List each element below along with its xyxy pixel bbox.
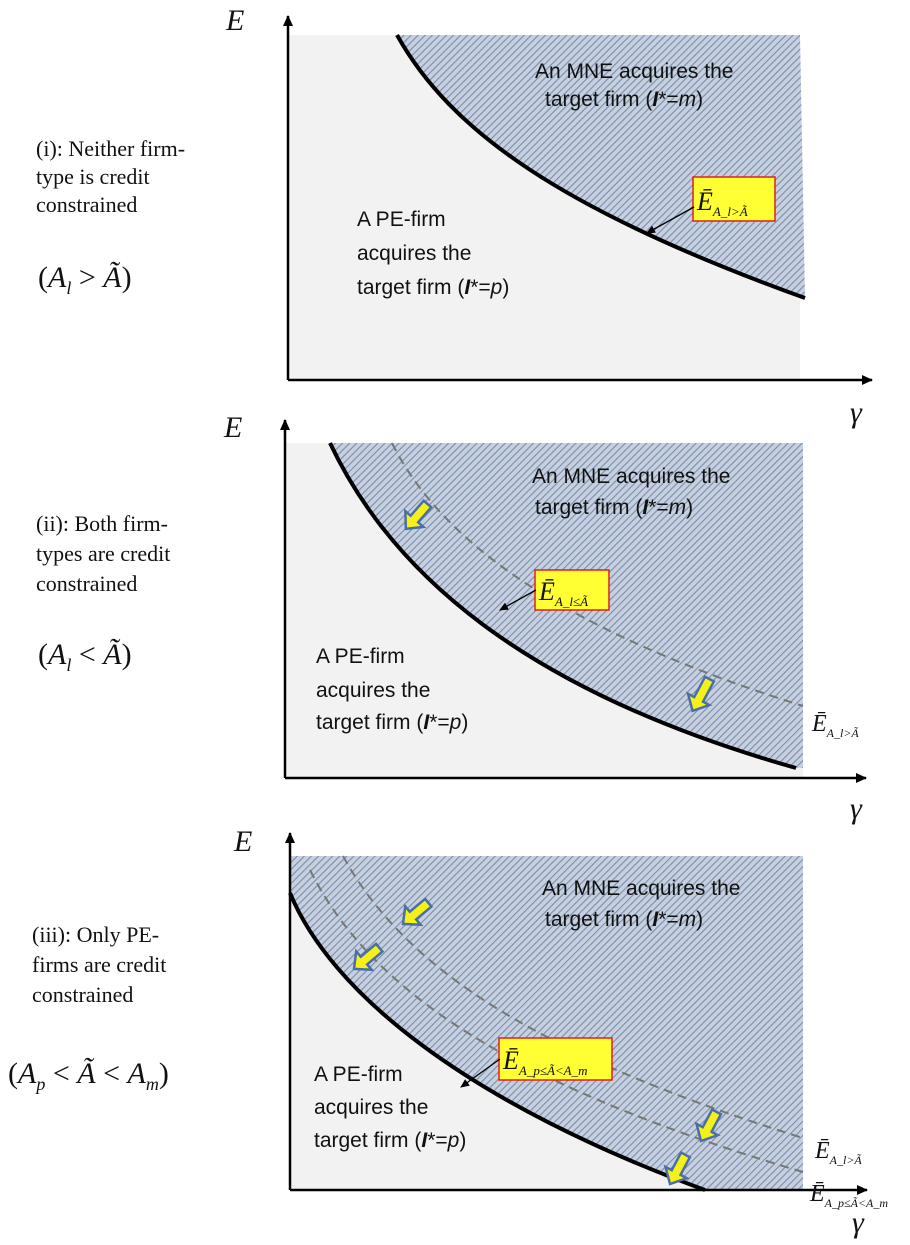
shift-arrow-3 <box>694 1107 723 1143</box>
pe-region-label-line3: target firm (I*=p) <box>316 711 468 734</box>
condition-formula: (Al < Ã) <box>38 638 132 675</box>
svg-text:ĒA_l>Ã: ĒA_l>Ã <box>696 187 748 219</box>
shift-arrow-1 <box>401 897 434 927</box>
pe-region-label-line2: acquires the <box>314 1096 428 1119</box>
shift-arrow-1 <box>403 498 434 531</box>
threshold-label-box: ĒA_p≤Ã<A_m <box>498 1037 613 1081</box>
mne-region-label-line2: target firm (I*=m) <box>545 908 703 931</box>
dashed-curve-label: ĒA_l>Ã <box>811 711 859 740</box>
case-description-line2: types are credit <box>36 541 170 566</box>
mne-region-label-line1: An MNE acquires the <box>542 877 740 900</box>
svg-text:ĒA_p≤Ã<A_m: ĒA_p≤Ã<A_m <box>502 1046 588 1078</box>
pe-region-label-line3: target firm (I*=p) <box>314 1129 466 1152</box>
mne-region-label-line2: target firm (I*=m) <box>535 496 693 519</box>
mne-region-label-line1: An MNE acquires the <box>535 60 733 83</box>
case-description-line1: (ii): Both firm- <box>36 511 168 536</box>
label-pointer-arrow <box>460 1058 501 1088</box>
label-pointer-arrow <box>499 589 537 611</box>
panel-1: E γ (i): Neither firm- type is credit co… <box>36 4 873 429</box>
original-threshold-curve-dashed <box>342 855 804 1139</box>
condition-formula: (Ap < Ã < Am) <box>8 1057 169 1094</box>
svg-text:(Al > Ã): (Al > Ã) <box>38 261 132 298</box>
pe-region-label-line2: acquires the <box>357 242 471 265</box>
intermediate-threshold-curve-dashed <box>309 869 804 1173</box>
dashed-curve-label-2: ĒA_p≤Ã<A_m <box>809 1181 888 1210</box>
y-axis-label: E <box>233 825 252 858</box>
threshold-curve <box>395 34 806 300</box>
pe-region-label-line3: target firm (I*=p) <box>357 276 509 299</box>
svg-text:(Al < Ã): (Al < Ã) <box>38 638 132 675</box>
panel-2: E γ (ii): Both firm- types are credit co… <box>36 411 867 825</box>
shift-arrow-2 <box>352 942 385 972</box>
case-description-line3: constrained <box>36 571 137 596</box>
mne-region-label-line2: target firm (I*=m) <box>545 88 703 111</box>
svg-text:ĒA_l≤Ã: ĒA_l≤Ã <box>538 577 588 609</box>
y-axis-label: E <box>225 4 244 37</box>
label-pointer-arrow <box>646 206 695 234</box>
threshold-label-box: ĒA_l≤Ã <box>534 569 610 611</box>
pe-region-label-line1: A PE-firm <box>357 208 446 231</box>
dashed-curve-label-1: ĒA_l>Ã <box>814 1138 862 1167</box>
pe-region-label-line2: acquires the <box>316 679 430 702</box>
panel-3: E γ (iii): Only PE- firms are credit con… <box>8 825 888 1239</box>
condition-formula: (Al > Ã) <box>38 261 132 298</box>
case-description-line1: (i): Neither firm- <box>36 136 185 161</box>
case-description-line2: firms are credit <box>32 952 166 977</box>
x-axis-label: γ <box>852 1206 865 1239</box>
mne-region-label-line1: An MNE acquires the <box>532 465 730 488</box>
mne-region-area <box>290 856 803 1190</box>
case-description-line3: constrained <box>36 192 137 217</box>
shift-arrow-4 <box>663 1150 692 1186</box>
x-axis-label: γ <box>850 792 863 825</box>
shift-arrow-2 <box>686 675 716 713</box>
pe-region-label-line1: A PE-firm <box>314 1063 403 1086</box>
pe-region-label-line1: A PE-firm <box>316 645 405 668</box>
y-axis-label: E <box>223 411 242 444</box>
x-axis-label: γ <box>850 396 863 429</box>
constrained-threshold-curve <box>328 442 797 770</box>
original-threshold-curve-dashed <box>391 442 804 707</box>
case-description-line1: (iii): Only PE- <box>32 922 159 947</box>
constrained-threshold-curve <box>288 892 706 1192</box>
threshold-label-box: ĒA_l>Ã <box>692 176 776 222</box>
case-description-line2: type is credit <box>36 164 150 189</box>
svg-text:(Ap < Ã < Am): (Ap < Ã < Am) <box>8 1057 169 1094</box>
case-description-line3: constrained <box>32 982 133 1007</box>
mne-region-area <box>397 35 805 298</box>
